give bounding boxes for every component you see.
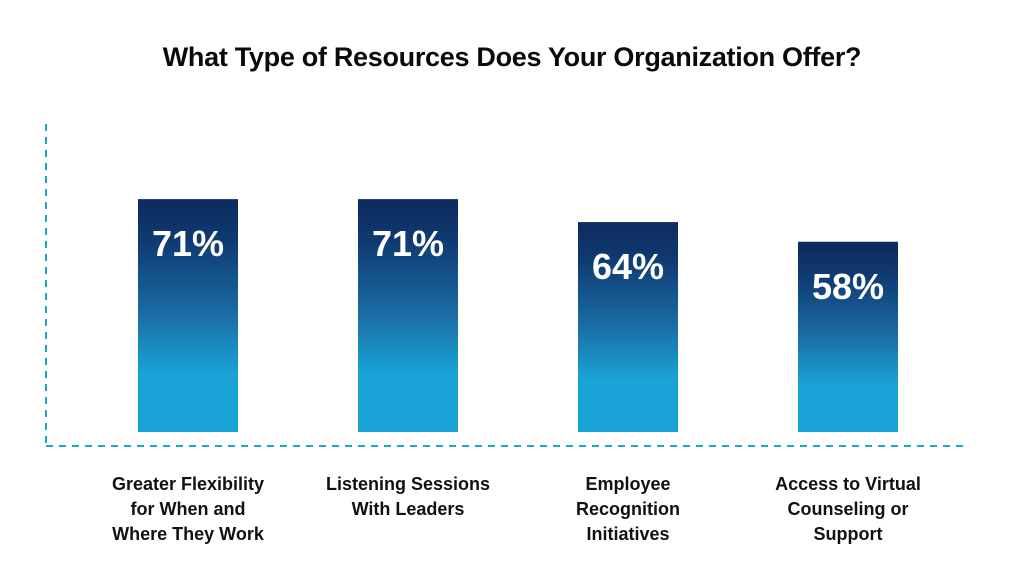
category-label-3: Employee Recognition Initiatives xyxy=(576,474,680,544)
category-label-line: Greater Flexibility xyxy=(112,474,264,494)
bar-2 xyxy=(358,199,458,432)
bar-value-label-1: 71% xyxy=(152,223,224,264)
bar-value-label-2: 71% xyxy=(372,223,444,264)
bar-3 xyxy=(578,222,678,432)
category-label-2: Listening Sessions With Leaders xyxy=(326,474,490,519)
bar-value-label-4: 58% xyxy=(812,266,884,307)
category-label-line: Listening Sessions xyxy=(326,474,490,494)
category-label-line: With Leaders xyxy=(352,499,465,519)
category-label-line: Recognition xyxy=(576,499,680,519)
category-label-line: Access to Virtual xyxy=(775,474,921,494)
category-label-line: for When and xyxy=(131,499,246,519)
category-labels-group: Greater Flexibility for When and Where The… xyxy=(112,474,921,544)
category-label-1: Greater Flexibility for When and Where The… xyxy=(112,474,265,544)
category-label-line: Where They Work xyxy=(112,524,265,544)
bar-value-label-3: 64% xyxy=(592,246,664,287)
category-label-4: Access to Virtual Counseling or Support xyxy=(775,474,921,544)
category-label-line: Support xyxy=(814,524,883,544)
category-label-line: Initiatives xyxy=(586,524,669,544)
value-labels-group: 71% 71% 64% 58% xyxy=(152,223,884,307)
bar-4 xyxy=(798,241,898,432)
bars-group xyxy=(138,199,898,432)
chart-title: What Type of Resources Does Your Organiz… xyxy=(162,42,862,72)
bar-1 xyxy=(138,199,238,432)
category-label-line: Employee xyxy=(585,474,670,494)
category-label-line: Counseling or xyxy=(788,499,909,519)
